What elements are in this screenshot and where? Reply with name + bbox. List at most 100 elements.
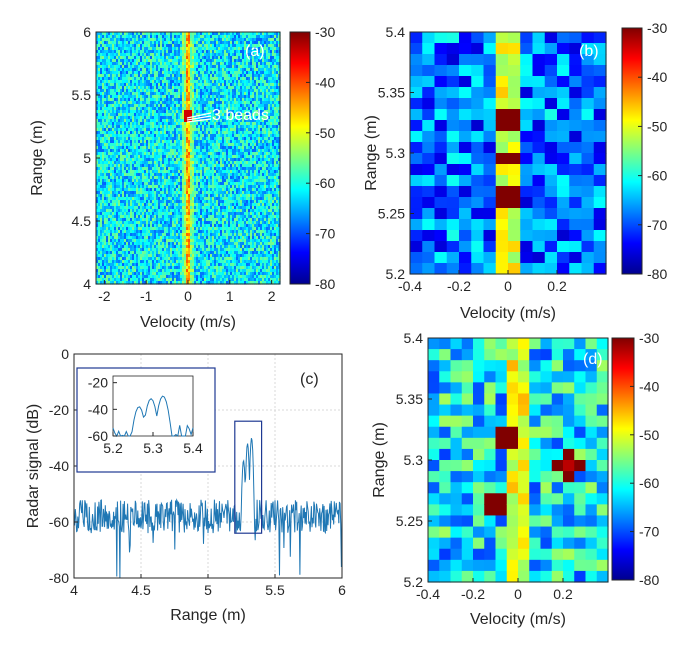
heatmap-cell — [170, 101, 173, 105]
heatmap-cell — [172, 143, 175, 147]
heatmap-cell — [98, 47, 101, 51]
heatmap-cell — [170, 62, 173, 66]
heatmap-cell — [152, 251, 155, 255]
heatmap-cell — [112, 56, 115, 60]
heatmap-cell — [116, 185, 119, 189]
heatmap-cell — [96, 242, 99, 246]
heatmap-cell — [108, 176, 111, 180]
heatmap-cell — [210, 107, 213, 111]
heatmap-cell — [150, 281, 153, 285]
heatmap-cell — [110, 254, 113, 258]
heatmap-cell — [132, 77, 135, 81]
heatmap-cell — [166, 194, 169, 198]
heatmap-cell — [168, 32, 171, 36]
heatmap-cell — [130, 221, 133, 225]
heatmap-cell — [204, 227, 207, 231]
heatmap-cell — [98, 233, 101, 237]
heatmap-cell — [162, 215, 165, 219]
heatmap-cell — [132, 92, 135, 96]
heatmap-cell — [114, 68, 117, 72]
heatmap-cell — [104, 59, 107, 63]
heatmap-cell — [206, 83, 209, 87]
heatmap-cell — [192, 167, 195, 171]
heatmap-cell — [176, 146, 179, 150]
heatmap-cell — [192, 254, 195, 258]
heatmap-cell — [172, 47, 175, 51]
heatmap-cell — [108, 239, 111, 243]
heatmap-cell — [110, 95, 113, 99]
heatmap-cell — [186, 239, 189, 243]
heatmap-cell — [200, 251, 203, 255]
heatmap-cell — [160, 47, 163, 51]
heatmap-cell — [126, 116, 129, 120]
heatmap-cell — [152, 116, 155, 120]
heatmap-cell — [198, 176, 201, 180]
heatmap-cell — [138, 101, 141, 105]
heatmap-cell — [188, 179, 191, 183]
heatmap-cell — [162, 173, 165, 177]
heatmap-cell — [126, 134, 129, 138]
heatmap-cell — [188, 50, 191, 54]
heatmap-cell — [212, 125, 215, 129]
heatmap-cell — [106, 74, 109, 78]
heatmap-cell — [156, 221, 159, 225]
heatmap-cell — [182, 107, 185, 111]
heatmap-cell — [128, 92, 131, 96]
heatmap-cell — [176, 53, 179, 57]
heatmap-cell — [184, 275, 187, 279]
heatmap-cell — [204, 119, 207, 123]
heatmap-cell — [122, 227, 125, 231]
heatmap-cell — [106, 125, 109, 129]
heatmap-cell — [96, 209, 99, 213]
heatmap-cell — [112, 131, 115, 135]
heatmap-cell — [196, 245, 199, 249]
heatmap-cell — [192, 125, 195, 129]
heatmap-cell — [100, 149, 103, 153]
heatmap-cell — [178, 32, 181, 36]
heatmap-cell — [192, 203, 195, 207]
heatmap-cell — [208, 242, 211, 246]
heatmap-cell — [96, 191, 99, 195]
heatmap-cell — [120, 35, 123, 39]
heatmap-cell — [210, 125, 213, 129]
heatmap-cell — [104, 83, 107, 87]
heatmap-cell — [196, 101, 199, 105]
heatmap-cell — [142, 71, 145, 75]
heatmap-cell — [186, 281, 189, 285]
heatmap-cell — [162, 200, 165, 204]
heatmap-cell — [124, 80, 127, 84]
heatmap-cell — [144, 209, 147, 213]
heatmap-cell — [192, 263, 195, 267]
heatmap-cell — [154, 62, 157, 66]
heatmap-cell — [134, 137, 137, 141]
heatmap-cell — [132, 167, 135, 171]
heatmap-cell — [96, 131, 99, 135]
heatmap-cell — [200, 242, 203, 246]
heatmap-cell — [96, 164, 99, 168]
heatmap-cell — [128, 272, 131, 276]
heatmap-cell — [152, 212, 155, 216]
heatmap-cell — [98, 266, 101, 270]
heatmap-cell — [200, 128, 203, 132]
heatmap-cell — [122, 137, 125, 141]
heatmap-cell — [172, 92, 175, 96]
heatmap-cell — [210, 275, 213, 279]
heatmap-cell — [100, 68, 103, 72]
heatmap-cell — [196, 95, 199, 99]
heatmap-cell — [136, 173, 139, 177]
heatmap-cell — [154, 128, 157, 132]
heatmap-cell — [132, 263, 135, 267]
heatmap-cell — [114, 110, 117, 114]
heatmap-cell — [196, 92, 199, 96]
heatmap-cell — [152, 41, 155, 45]
heatmap-cell — [112, 203, 115, 207]
heatmap-cell — [150, 206, 153, 210]
heatmap-cell — [194, 77, 197, 81]
heatmap-cell — [148, 263, 151, 267]
heatmap-cell — [124, 53, 127, 57]
heatmap-cell — [202, 107, 205, 111]
heatmap-cell — [128, 122, 131, 126]
heatmap-cell — [130, 197, 133, 201]
heatmap-cell — [198, 53, 201, 57]
heatmap-cell — [118, 179, 121, 183]
